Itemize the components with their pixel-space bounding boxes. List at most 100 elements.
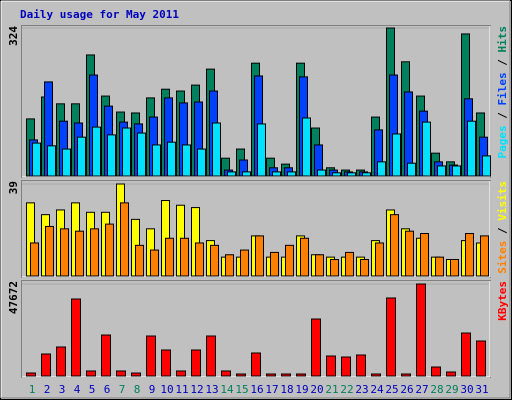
bar [26,372,36,377]
bar [465,233,474,277]
bar [287,171,296,177]
x-tick-label: 1 [29,383,36,396]
bar [122,127,131,177]
bar [467,120,476,177]
x-tick-label: 11 [175,383,188,396]
legend-separator: / [496,221,509,241]
x-tick-label: 12 [190,383,203,396]
y-tick-label: 47672 [7,281,20,314]
bar [390,214,399,277]
bar [345,251,354,277]
legend-entry: Sites [496,241,509,274]
bar [197,148,206,177]
bar [47,145,56,177]
bar [461,332,471,377]
legend: Pages / Files / Hits [496,26,509,159]
x-tick-label: 16 [250,383,263,396]
bar [161,349,171,377]
legend-entry: Hits [496,26,509,53]
x-tick-label: 22 [340,383,353,396]
bar [326,355,336,377]
legend: KBytes [496,281,509,321]
bar [300,237,309,277]
bar [401,373,411,377]
bar [480,235,489,277]
bar [371,373,381,377]
bar [206,335,216,377]
bar [407,162,416,177]
bar [392,133,401,177]
bar [210,244,219,277]
bar [182,144,191,177]
bar [450,258,459,277]
y-tick-label: 324 [7,26,20,46]
bar [431,366,441,377]
bar [105,223,114,277]
bar [476,340,486,377]
bar [75,230,84,277]
bar [32,142,41,177]
bar [116,370,126,377]
legend: Sites / Visits [496,181,509,274]
bar [360,258,369,277]
bar [191,349,201,377]
x-tick-label: 14 [220,383,234,396]
bar [150,249,159,277]
x-tick-label: 21 [325,383,338,396]
bar [285,244,294,277]
bar [251,352,261,377]
bar [92,126,101,177]
bar [347,172,356,177]
bar [482,155,491,177]
x-tick-label: 17 [265,383,278,396]
bar [60,228,69,277]
bar [405,230,414,277]
x-tick-label: 18 [280,383,293,396]
bar [56,346,66,377]
bar [77,136,86,177]
bar [45,225,54,277]
bar [101,334,111,377]
x-tick-label: 31 [475,383,488,396]
x-tick-label: 19 [295,383,308,396]
bar [330,258,339,277]
bar [435,256,444,277]
bar [195,242,204,277]
bar [272,171,281,177]
bar [146,335,156,377]
bar [131,372,141,377]
bar [120,202,129,277]
bar [242,171,251,177]
x-tick-label: 27 [415,383,428,396]
x-tick-label: 15 [235,383,248,396]
x-tick-label: 26 [400,383,413,396]
bar [221,370,231,377]
bar [176,370,186,377]
bar [362,172,371,177]
bar [270,251,279,277]
legend-entry: Files [496,72,509,105]
bar [137,132,146,177]
x-tick-label: 4 [74,383,81,396]
legend-separator: / [496,53,509,73]
bar [240,249,249,277]
bar [386,297,396,377]
x-tick-label: 5 [89,383,96,396]
bar [437,165,446,177]
bar [416,283,426,377]
legend-separator: / [496,106,509,126]
x-tick-label: 3 [59,383,66,396]
x-tick-label: 23 [355,383,368,396]
bar [152,144,161,177]
bar [135,244,144,277]
legend-entry: Pages [496,125,509,158]
legend-entry: KBytes [496,281,509,321]
bar [375,242,384,277]
x-tick-label: 30 [460,383,473,396]
y-tick-label: 39 [7,181,20,194]
x-tick-label: 20 [310,383,323,396]
chart-title: Daily usage for May 2011 [20,8,179,21]
x-tick-label: 13 [205,383,218,396]
bar [225,254,234,277]
